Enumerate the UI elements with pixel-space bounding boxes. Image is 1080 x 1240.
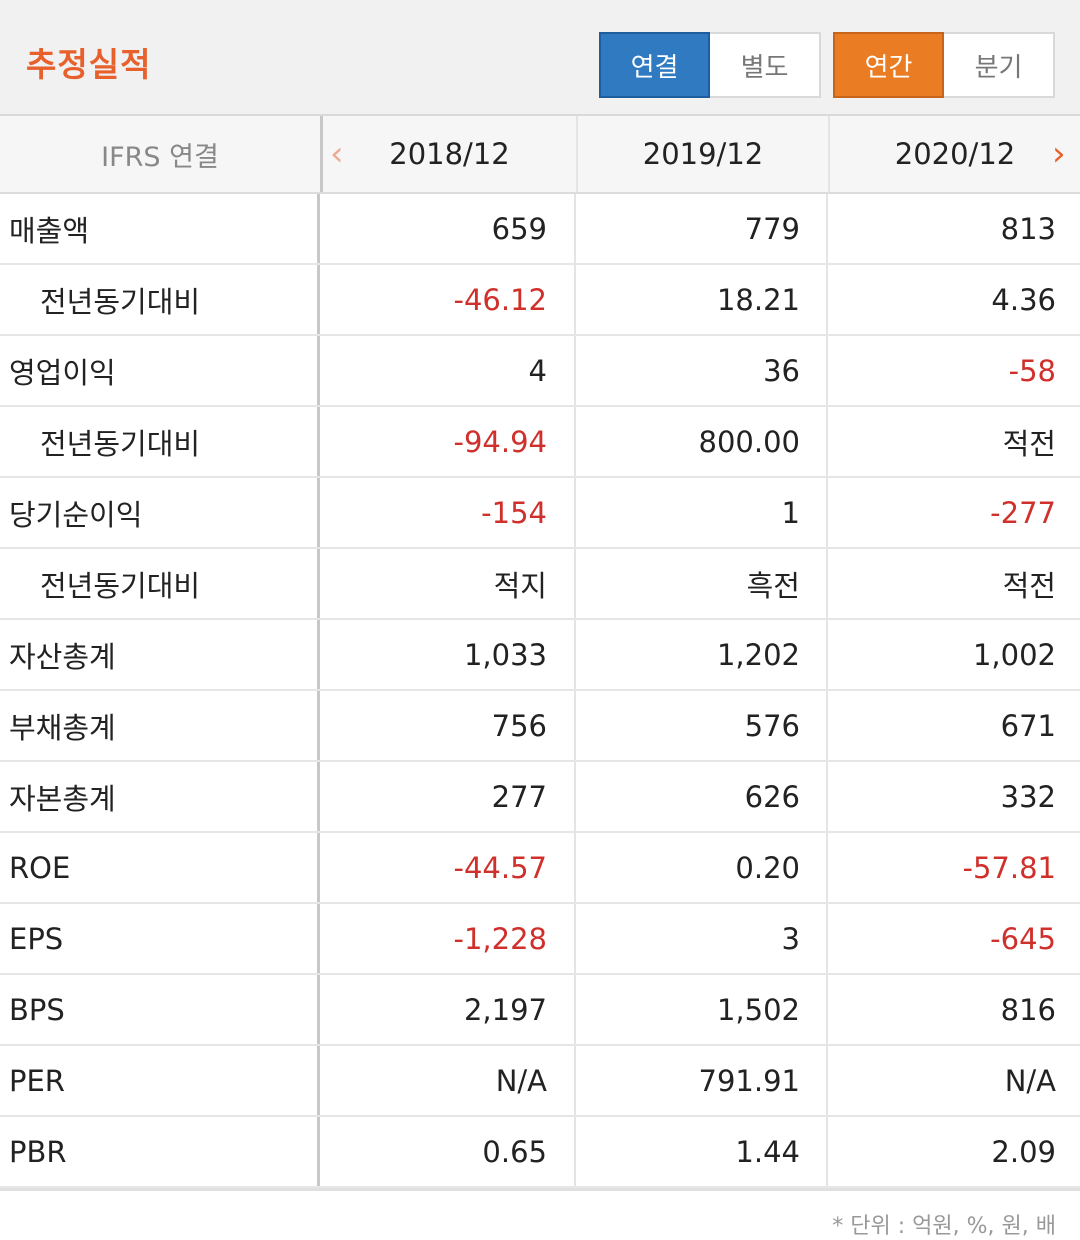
value-cell: 791.91 — [578, 1046, 828, 1115]
value-cell: 1,002 — [972, 637, 1056, 672]
value-cell: 1 — [578, 478, 828, 547]
table-body: 매출액 659 779 813 전년동기대비 -46.12 18.21 4.36 영업이익 4 36… — [0, 194, 1080, 1188]
table-row: 매출액 659 779 813 — [0, 194, 1080, 265]
value-cell: 576 — [578, 691, 828, 760]
financial-table: IFRS 연결 2018/12 2019/12 2020/12 ‹ › 매출액 6… — [0, 116, 1080, 1188]
row-label: 전년동기대비 — [0, 407, 320, 476]
value-cell: 659 — [323, 194, 576, 263]
value-cell: 277 — [323, 762, 576, 831]
value-cell: 적지 — [323, 549, 576, 618]
year-column-header: 2020/12 — [894, 137, 1016, 171]
table-row: 부채총계 756 576 671 — [0, 691, 1080, 762]
value-cell: 332 — [1000, 779, 1056, 814]
row-label: 당기순이익 — [0, 478, 320, 547]
table-row: EPS -1,228 3 -645 — [0, 904, 1080, 975]
separate-button[interactable]: 별도 — [710, 32, 821, 98]
annual-button[interactable]: 연간 — [833, 32, 944, 98]
consolidated-button[interactable]: 연결 — [599, 32, 710, 98]
value-cell: -44.57 — [323, 833, 576, 902]
quarterly-button[interactable]: 분기 — [944, 32, 1055, 98]
table-row: 전년동기대비 -94.94 800.00 적전 — [0, 407, 1080, 478]
value-cell: 671 — [1000, 708, 1056, 743]
value-cell: 1,033 — [323, 620, 576, 689]
year-column-header: 2019/12 — [578, 116, 830, 192]
value-cell: 흑전 — [578, 549, 828, 618]
value-cell: -94.94 — [323, 407, 576, 476]
value-cell: 1.44 — [578, 1117, 828, 1186]
row-label: 자본총계 — [0, 762, 320, 831]
value-cell: 0.65 — [323, 1117, 576, 1186]
table-row: 자산총계 1,033 1,202 1,002 — [0, 620, 1080, 691]
value-cell: 800.00 — [578, 407, 828, 476]
row-label: 영업이익 — [0, 336, 320, 405]
value-cell: 2,197 — [323, 975, 576, 1044]
value-cell: 18.21 — [578, 265, 828, 334]
period-toggle: 연간 분기 — [833, 32, 1055, 98]
value-cell: 1,502 — [578, 975, 828, 1044]
table-row: 전년동기대비 적지 흑전 적전 — [0, 549, 1080, 620]
row-label: EPS — [0, 904, 320, 973]
section-title: 추정실적 — [26, 45, 152, 84]
section-header: 추정실적 연결 별도 연간 분기 — [0, 0, 1080, 116]
corner-label: IFRS 연결 — [0, 116, 323, 192]
row-label: BPS — [0, 975, 320, 1044]
value-cell: 적전 — [1002, 426, 1056, 461]
row-label: PBR — [0, 1117, 320, 1186]
row-label: 전년동기대비 — [0, 265, 320, 334]
row-label: ROE — [0, 833, 320, 902]
table-row: 영업이익 4 36 -58 — [0, 336, 1080, 407]
chevron-left-icon[interactable]: ‹ — [330, 134, 344, 174]
table-row: BPS 2,197 1,502 816 — [0, 975, 1080, 1046]
value-cell: 626 — [578, 762, 828, 831]
value-cell: -1,228 — [323, 904, 576, 973]
table-row: PER N/A 791.91 N/A — [0, 1046, 1080, 1117]
table-row: ROE -44.57 0.20 -57.81 — [0, 833, 1080, 904]
value-cell: N/A — [323, 1046, 576, 1115]
chevron-right-icon[interactable]: › — [1052, 134, 1066, 174]
row-label: 자산총계 — [0, 620, 320, 689]
table-bottom-divider — [0, 1188, 1080, 1191]
value-cell: N/A — [1004, 1063, 1056, 1098]
table-row: 당기순이익 -154 1 -277 — [0, 478, 1080, 549]
value-cell: -46.12 — [323, 265, 576, 334]
value-cell: 813 — [1000, 211, 1056, 246]
value-cell: 36 — [578, 336, 828, 405]
value-cell: 756 — [323, 691, 576, 760]
value-cell: -58 — [1008, 353, 1056, 388]
row-label: PER — [0, 1046, 320, 1115]
value-cell: 0.20 — [578, 833, 828, 902]
value-cell: 2.09 — [991, 1134, 1056, 1169]
row-label: 부채총계 — [0, 691, 320, 760]
value-cell: 적전 — [1002, 568, 1056, 603]
table-header: IFRS 연결 2018/12 2019/12 2020/12 ‹ › — [0, 116, 1080, 194]
value-cell: -154 — [323, 478, 576, 547]
row-label: 전년동기대비 — [0, 549, 320, 618]
year-column-header: 2018/12 — [323, 116, 578, 192]
value-cell: 816 — [1000, 992, 1056, 1027]
table-row: 자본총계 277 626 332 — [0, 762, 1080, 833]
value-cell: 779 — [578, 194, 828, 263]
value-cell: 4.36 — [991, 282, 1056, 317]
value-cell: -645 — [990, 921, 1056, 956]
table-row: 전년동기대비 -46.12 18.21 4.36 — [0, 265, 1080, 336]
consolidation-toggle: 연결 별도 — [599, 32, 821, 98]
row-label: 매출액 — [0, 194, 320, 263]
value-cell: -277 — [990, 495, 1056, 530]
value-cell: -57.81 — [962, 850, 1057, 885]
table-row: PBR 0.65 1.44 2.09 — [0, 1117, 1080, 1188]
value-cell: 1,202 — [578, 620, 828, 689]
unit-footnote: * 단위 : 억원, %, 원, 배 — [832, 1214, 1056, 1239]
value-cell: 4 — [323, 336, 576, 405]
value-cell: 3 — [578, 904, 828, 973]
